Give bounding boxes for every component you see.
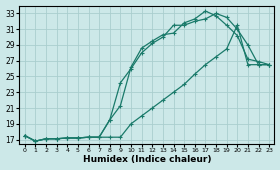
X-axis label: Humidex (Indice chaleur): Humidex (Indice chaleur)	[83, 155, 211, 164]
